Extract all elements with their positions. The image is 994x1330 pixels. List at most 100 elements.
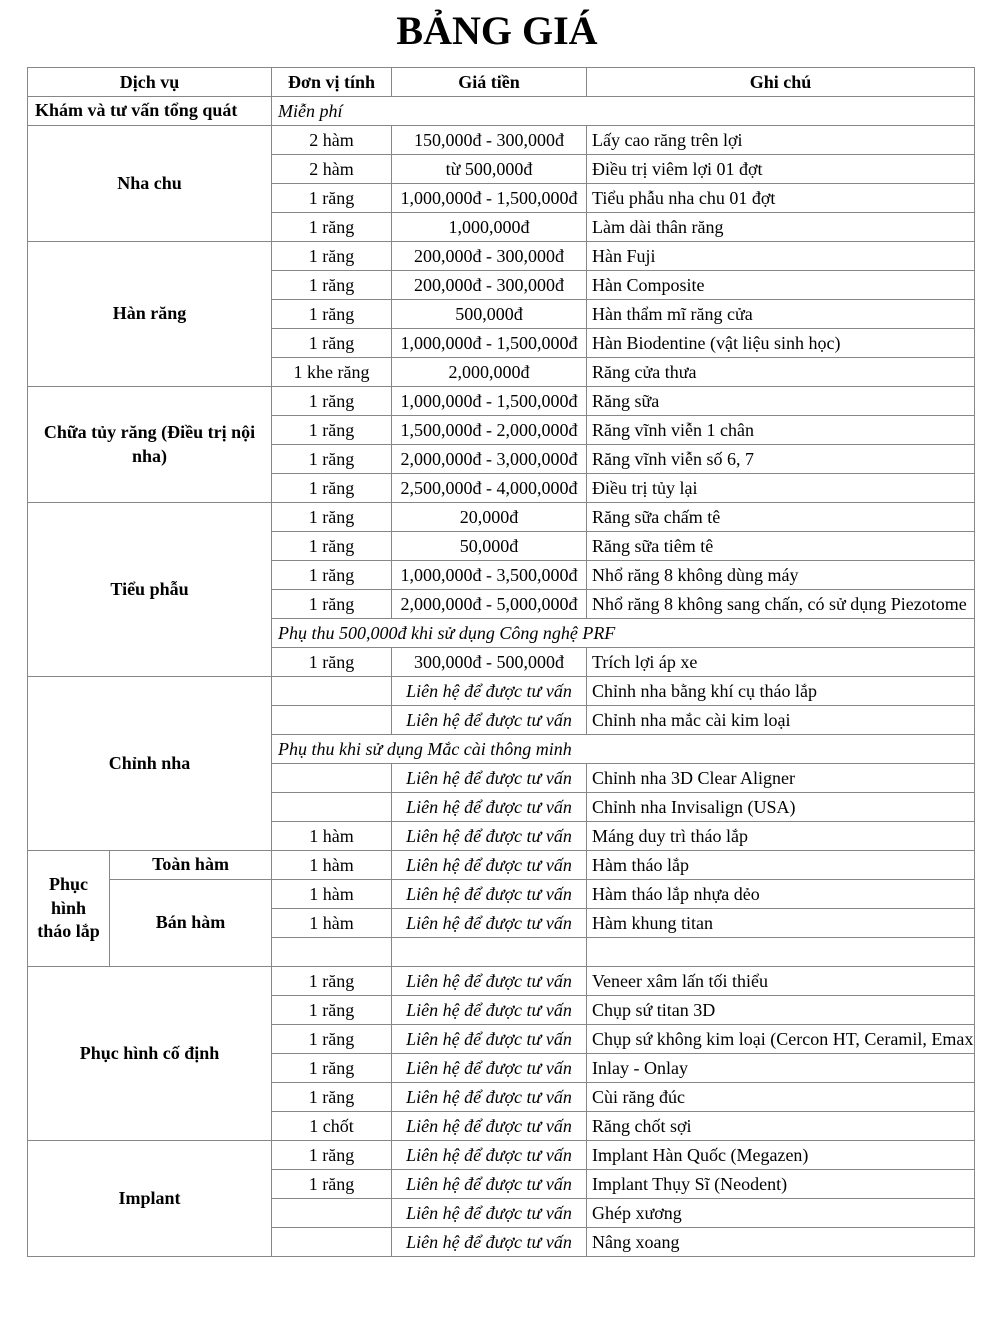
span-note-cell: Phụ thu khi sử dụng Mắc cài thông minh (271, 734, 976, 764)
note-cell: Inlay - Onlay (586, 1053, 976, 1083)
unit-cell: 1 răng (271, 1140, 393, 1170)
table-row: Tiểu phẫu 1 răng 20,000đ Răng sữa chấm tê (26, 502, 976, 677)
table-row: Khám và tư vấn tổng quát Miễn phí (26, 96, 976, 126)
service-cell: Hàn răng (26, 241, 273, 387)
note-cell: Răng sữa (586, 386, 976, 416)
unit-cell: 2 hàm (271, 125, 393, 155)
table-row: Phụ thu 500,000đ khi sử dụng Công nghệ P… (28, 618, 976, 648)
note-cell: Răng chốt sợi (586, 1111, 976, 1141)
service-cell: Phục hình cố định (26, 966, 273, 1141)
table-row: Phục hình cố định 1 răng Liên hệ để được t… (26, 966, 976, 1141)
unit-cell: 1 răng (271, 183, 393, 213)
table-row: Chỉnh nha Liên hệ để được tư vấn Chỉnh nha… (26, 676, 976, 851)
table-row: Phục hình tháo lắp Toàn hàm 1 hàm Liên hệ đ… (27, 850, 976, 967)
table-row: 1 khe răng 2,000,000đ Răng cửa thưa (28, 357, 976, 387)
subservice-cell: Toàn hàm (108, 850, 273, 880)
table-row: 1 răng 50,000đ Răng sữa tiêm tê (28, 531, 976, 561)
note-cell (586, 937, 976, 967)
note-cell: Implant Thụy Sĩ (Neodent) (586, 1169, 976, 1199)
unit-cell: 1 răng (271, 1169, 393, 1199)
price-table-body: Dịch vụ Đơn vị tính Giá tiền Ghi chú Khám và… (26, 67, 976, 1257)
table-row: 1 răng 2,500,000đ - 4,000,000đ Điều trị tủ… (28, 473, 976, 503)
table-row: 1 răng 300,000đ - 500,000đ Trích lợi áp xe (28, 647, 976, 677)
unit-cell (271, 705, 393, 735)
span-note-cell: Phụ thu 500,000đ khi sử dụng Công nghệ P… (271, 618, 976, 648)
table-row: Liên hệ để được tư vấn Ghép xương (28, 1198, 976, 1228)
price-cell: 200,000đ - 300,000đ (391, 270, 588, 300)
price-cell: Liên hệ để được tư vấn (391, 908, 588, 938)
service-cell: Chỉnh nha (26, 676, 273, 851)
note-cell: Hàn thẩm mĩ răng cửa (586, 299, 976, 329)
table-row: Bán hàm 1 hàm Liên hệ để được tư vấn Hàm th… (28, 879, 976, 967)
price-cell: Liên hệ để được tư vấn (391, 1082, 588, 1112)
unit-cell (271, 792, 393, 822)
price-cell: Liên hệ để được tư vấn (391, 1140, 588, 1170)
price-cell: Liên hệ để được tư vấn (391, 763, 588, 793)
price-cell: 1,000,000đ - 3,500,000đ (391, 560, 588, 590)
note-cell: Ghép xương (586, 1198, 976, 1228)
table-row: 1 chốt Liên hệ để được tư vấn Răng chốt sợ… (28, 1111, 976, 1141)
unit-cell: 1 răng (271, 995, 393, 1025)
note-cell: Trích lợi áp xe (586, 647, 976, 677)
unit-cell (271, 937, 393, 967)
note-cell: Điều trị tủy lại (586, 473, 976, 503)
table-row: Nha chu 2 hàm 150,000đ - 300,000đ Lấy cao r… (26, 125, 976, 242)
unit-cell (271, 1198, 393, 1228)
note-cell: Răng vĩnh viễn số 6, 7 (586, 444, 976, 474)
service-cell: Khám và tư vấn tổng quát (26, 96, 273, 126)
note-cell: Veneer xâm lấn tối thiểu (586, 966, 976, 996)
price-cell: 1,500,000đ - 2,000,000đ (391, 415, 588, 445)
note-cell: Hàm tháo lắp (586, 850, 976, 880)
note-cell: Hàm khung titan (586, 908, 976, 938)
price-cell: 200,000đ - 300,000đ (391, 241, 588, 271)
unit-cell: 1 răng (271, 212, 393, 242)
unit-cell: 1 hàm (271, 850, 393, 880)
note-cell: Điều trị viêm lợi 01 đợt (586, 154, 976, 184)
note-cell: Hàn Composite (586, 270, 976, 300)
unit-cell: 1 răng (271, 270, 393, 300)
unit-cell: 1 răng (271, 647, 393, 677)
price-cell: 500,000đ (391, 299, 588, 329)
price-cell: 50,000đ (391, 531, 588, 561)
unit-cell: 1 hàm (271, 821, 393, 851)
table-row: 1 răng 2,000,000đ - 3,000,000đ Răng vĩnh v… (28, 444, 976, 474)
price-cell: Liên hệ để được tư vấn (391, 1053, 588, 1083)
table-row: Phụ thu khi sử dụng Mắc cài thông minh (28, 734, 976, 764)
unit-cell: 1 răng (271, 415, 393, 445)
note-cell: Răng vĩnh viễn 1 chân (586, 415, 976, 445)
table-row: Chữa tủy răng (Điều trị nội nha) 1 răng 1,… (26, 386, 976, 503)
table-row: 1 răng Liên hệ để được tư vấn Implant Thụy… (28, 1169, 976, 1199)
price-cell: Liên hệ để được tư vấn (391, 676, 588, 706)
unit-cell: 1 răng (271, 473, 393, 503)
note-cell: Chụp sứ không kim loại (Cercon HT, Ceram… (586, 1024, 976, 1054)
price-table: Dịch vụ Đơn vị tính Giá tiền Ghi chú Khám và… (26, 67, 976, 1257)
unit-cell: 2 hàm (271, 154, 393, 184)
note-cell: Chỉnh nha 3D Clear Aligner (586, 763, 976, 793)
note-cell: Chỉnh nha bằng khí cụ tháo lắp (586, 676, 976, 706)
unit-cell: 1 răng (271, 328, 393, 358)
unit-cell: 1 răng (271, 1082, 393, 1112)
price-cell: 2,000,000đ - 5,000,000đ (391, 589, 588, 619)
note-cell: Hàn Fuji (586, 241, 976, 271)
price-cell: Liên hệ để được tư vấn (391, 1111, 588, 1141)
unit-cell (271, 1227, 393, 1257)
header-row: Dịch vụ Đơn vị tính Giá tiền Ghi chú (26, 67, 976, 97)
price-cell: 300,000đ - 500,000đ (391, 647, 588, 677)
table-row: Liên hệ để được tư vấn Chỉnh nha 3D Clear… (28, 763, 976, 793)
unit-cell (271, 763, 393, 793)
note-cell: Chụp sứ titan 3D (586, 995, 976, 1025)
note-cell: Nâng xoang (586, 1227, 976, 1257)
service-cell: Phục hình tháo lắp (27, 850, 110, 967)
unit-cell: 1 chốt (271, 1111, 393, 1141)
unit-cell: 1 răng (271, 560, 393, 590)
unit-cell: 1 răng (271, 386, 393, 416)
table-row: 1 răng Liên hệ để được tư vấn Chụp sứ tita… (28, 995, 976, 1025)
price-cell: 150,000đ - 300,000đ (391, 125, 588, 155)
note-cell: Nhổ răng 8 không sang chấn, có sử dụng P… (586, 589, 976, 619)
table-row: Hàn răng 1 răng 200,000đ - 300,000đ Hàn Fuj… (26, 241, 976, 387)
table-row: Liên hệ để được tư vấn Nâng xoang (28, 1227, 976, 1257)
note-cell: Lấy cao răng trên lợi (586, 125, 976, 155)
price-cell: Liên hệ để được tư vấn (391, 995, 588, 1025)
note-cell: Máng duy trì tháo lắp (586, 821, 976, 851)
note-cell: Hàm tháo lắp nhựa dẻo (586, 879, 976, 909)
